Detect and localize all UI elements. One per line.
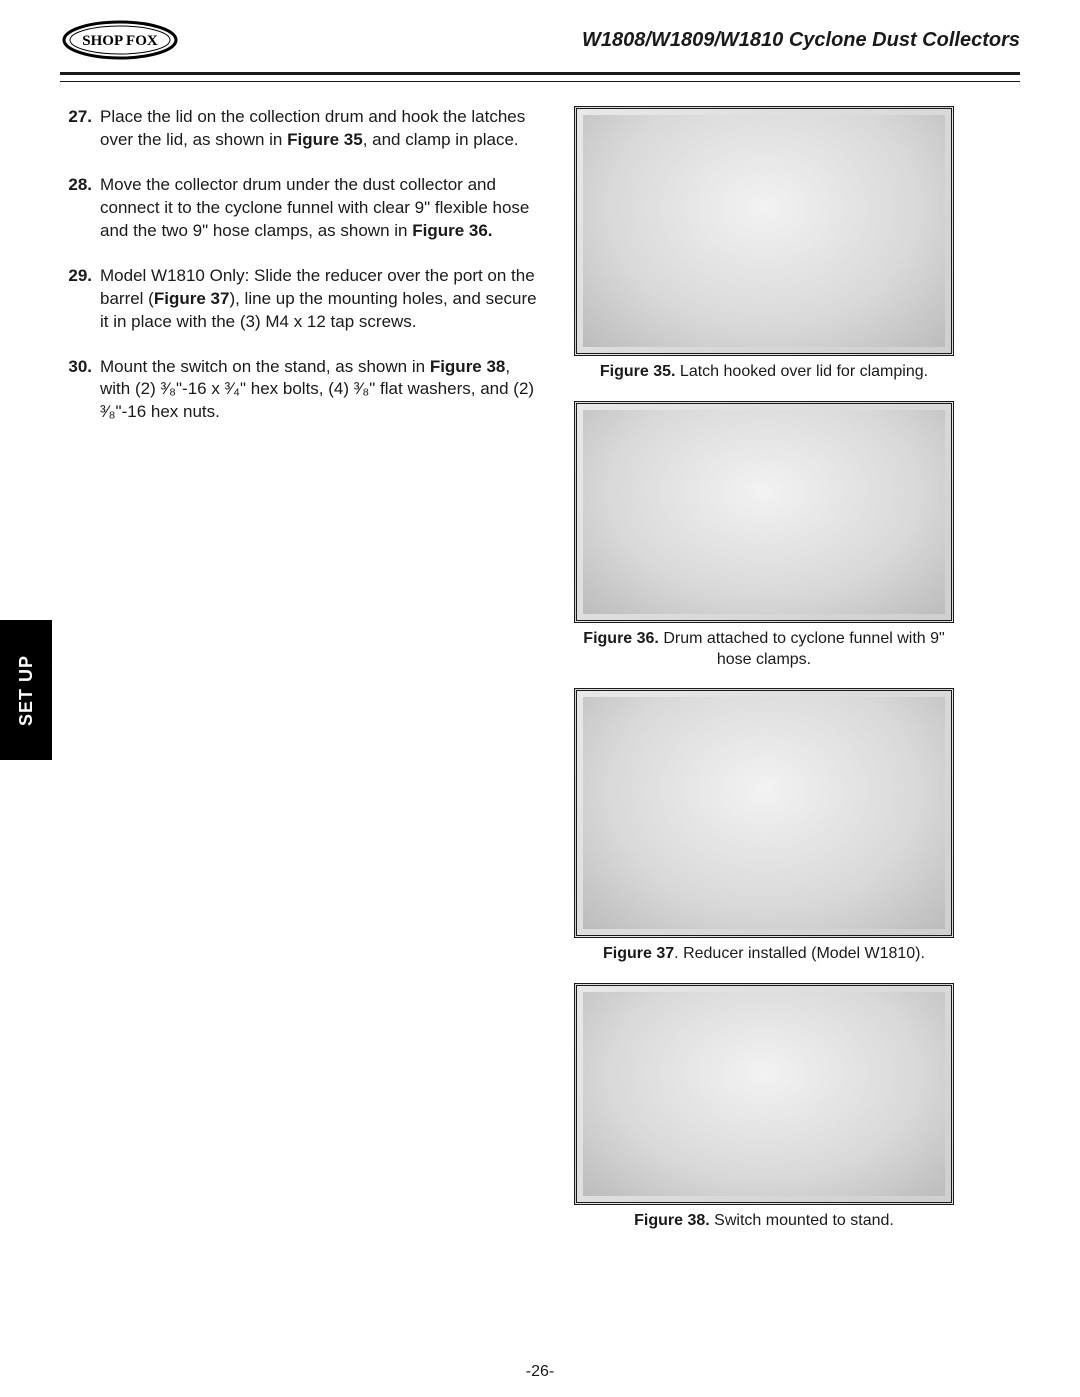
document-title: W1808/W1809/W1810 Cyclone Dust Collector…: [582, 29, 1020, 52]
step-text: Place the lid on the collection drum and…: [100, 106, 540, 152]
figure-35: Figure 35. Latch hooked over lid for cla…: [564, 106, 964, 383]
figure-35-image: [574, 106, 954, 356]
step-30: 30. Mount the switch on the stand, as sh…: [60, 356, 540, 425]
header-rule-thin: [60, 81, 1020, 82]
header-rule-thick: [60, 72, 1020, 75]
section-tab-set-up: SET UP: [0, 620, 52, 760]
step-text: Mount the switch on the stand, as shown …: [100, 356, 540, 425]
step-number: 30.: [60, 356, 100, 425]
figure-38: Figure 38. Switch mounted to stand.: [564, 983, 964, 1232]
figure-36-caption: Figure 36. Drum attached to cyclone funn…: [574, 629, 954, 671]
step-number: 28.: [60, 174, 100, 243]
step-28: 28. Move the collector drum under the du…: [60, 174, 540, 243]
section-tab-label: SET UP: [16, 654, 37, 725]
figure-37-caption: Figure 37. Reducer installed (Model W181…: [603, 944, 925, 965]
figures-column: Figure 35. Latch hooked over lid for cla…: [564, 106, 964, 1232]
figure-37: Figure 37. Reducer installed (Model W181…: [564, 688, 964, 965]
instructions-column: 27. Place the lid on the collection drum…: [60, 106, 540, 1232]
step-29: 29. Model W1810 Only: Slide the reducer …: [60, 265, 540, 334]
svg-text:SHOP FOX: SHOP FOX: [82, 33, 158, 49]
step-number: 27.: [60, 106, 100, 152]
step-text: Move the collector drum under the dust c…: [100, 174, 540, 243]
step-text: Model W1810 Only: Slide the reducer over…: [100, 265, 540, 334]
step-number: 29.: [60, 265, 100, 334]
figure-36-image: [574, 401, 954, 623]
page-header: SHOP FOX W1808/W1809/W1810 Cyclone Dust …: [60, 16, 1020, 70]
step-27: 27. Place the lid on the collection drum…: [60, 106, 540, 152]
figure-37-image: [574, 688, 954, 938]
page-number: -26-: [526, 1363, 554, 1381]
figure-38-caption: Figure 38. Switch mounted to stand.: [634, 1211, 894, 1232]
figure-38-image: [574, 983, 954, 1205]
figure-36: Figure 36. Drum attached to cyclone funn…: [564, 401, 964, 671]
shop-fox-logo: SHOP FOX: [60, 16, 180, 64]
figure-35-caption: Figure 35. Latch hooked over lid for cla…: [600, 362, 928, 383]
